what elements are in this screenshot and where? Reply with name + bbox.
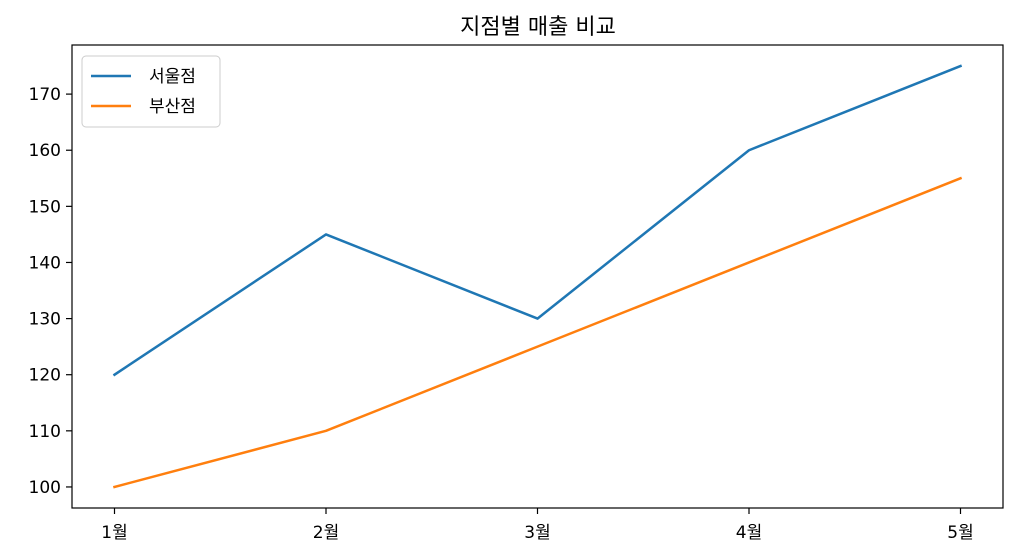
y-tick-label: 160 bbox=[29, 141, 61, 161]
y-tick-label: 130 bbox=[29, 310, 61, 330]
y-axis: 100 110 120 130 140 150 160 170 bbox=[29, 85, 72, 498]
legend-label-1: 부산점 bbox=[149, 97, 196, 117]
y-tick-label: 150 bbox=[29, 197, 61, 217]
legend-label-0: 서울점 bbox=[149, 67, 196, 87]
y-tick-label: 120 bbox=[29, 366, 61, 386]
chart-title: 지점별 매출 비교 bbox=[460, 15, 616, 40]
y-tick-label: 100 bbox=[29, 478, 61, 498]
x-tick-label: 4월 bbox=[736, 523, 762, 543]
legend-box bbox=[81, 55, 221, 128]
series-line-0 bbox=[112, 64, 963, 377]
series-line-1 bbox=[112, 176, 963, 489]
x-tick-label: 3월 bbox=[524, 523, 550, 543]
x-tick-label: 5월 bbox=[947, 523, 973, 543]
x-axis: 1월 2월 3월 4월 5월 bbox=[101, 508, 974, 543]
y-tick-label: 140 bbox=[29, 253, 61, 273]
y-tick-label: 170 bbox=[29, 85, 61, 105]
plot-area bbox=[112, 64, 963, 489]
x-tick-label: 2월 bbox=[313, 523, 339, 543]
x-tick-label: 1월 bbox=[101, 523, 127, 543]
y-tick-label: 110 bbox=[29, 422, 61, 442]
